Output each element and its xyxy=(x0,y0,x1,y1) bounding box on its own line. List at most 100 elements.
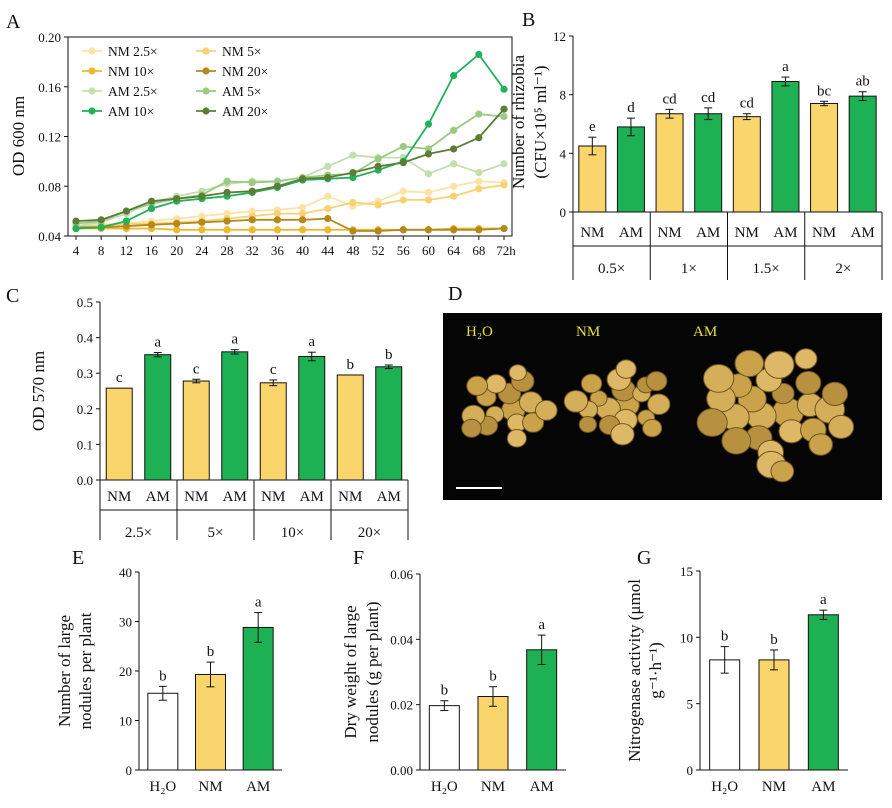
nodule-photo: H₂O NM AM xyxy=(443,313,882,500)
nodule xyxy=(647,393,671,415)
y-axis-label: OD 570 nm xyxy=(29,351,48,431)
bar-category-label: NM xyxy=(107,489,131,505)
significance-letter: c xyxy=(193,361,200,377)
x-tick-label: 28 xyxy=(221,243,234,258)
data-point xyxy=(147,197,156,205)
bar-am xyxy=(771,80,800,213)
nodule xyxy=(615,359,637,379)
legend-label: AM 5× xyxy=(222,84,262,99)
nodule xyxy=(696,408,728,437)
y-tick-label: 5 xyxy=(687,697,694,712)
y-tick-label: 0.00 xyxy=(390,763,413,778)
group-label: 5× xyxy=(208,525,224,541)
bar-category-label: H₂O xyxy=(711,779,738,795)
bar-category-label: H₂O xyxy=(149,779,176,795)
data-point xyxy=(324,173,332,182)
significance-letter: b xyxy=(770,632,778,648)
data-point xyxy=(248,207,256,215)
nodule xyxy=(703,364,735,393)
significance-letter: d xyxy=(627,100,635,116)
data-point xyxy=(450,71,458,80)
y-tick-label: 0.2 xyxy=(77,402,93,417)
x-tick-label: 16 xyxy=(145,243,159,258)
data-point xyxy=(399,196,407,204)
legend-label: AM 2.5× xyxy=(108,84,158,99)
data-point xyxy=(223,226,231,234)
data-point xyxy=(122,217,130,225)
data-point xyxy=(173,219,181,228)
nodule xyxy=(763,350,795,379)
y-axis-label: Number of rhizobia xyxy=(509,55,528,190)
group-label: 10× xyxy=(281,525,304,541)
y-tick-label: 40 xyxy=(119,565,132,580)
y-tick-label: 10 xyxy=(119,714,132,729)
data-point xyxy=(298,216,307,224)
data-point xyxy=(349,173,357,182)
bar-category-label: AM xyxy=(811,779,835,795)
data-point xyxy=(349,168,357,177)
y-tick-label: 0.3 xyxy=(77,366,93,381)
bar xyxy=(526,649,558,771)
x-tick-label: 68 xyxy=(472,243,485,258)
series-line xyxy=(75,184,505,229)
nodule xyxy=(794,348,818,370)
data-point xyxy=(298,203,307,211)
photo-label-am: AM xyxy=(693,324,717,340)
bar-category-label: AM xyxy=(773,225,797,241)
bar-nm xyxy=(336,374,364,481)
x-tick-label: 24 xyxy=(195,243,209,258)
data-point xyxy=(223,210,231,218)
significance-letter: a xyxy=(538,617,545,633)
significance-letter: b xyxy=(385,347,393,363)
nodule xyxy=(642,418,663,438)
significance-letter: a xyxy=(231,332,238,348)
bar-am xyxy=(144,354,172,481)
x-tick-label: 20 xyxy=(170,243,183,258)
data-point xyxy=(374,155,382,163)
group-label: 20× xyxy=(358,525,381,541)
data-point xyxy=(399,226,407,234)
bar-am xyxy=(298,355,326,481)
legend-marker xyxy=(88,87,96,95)
group-label: 2.5× xyxy=(125,525,152,541)
significance-letter: a xyxy=(154,335,161,351)
panel-letter-e: E xyxy=(72,547,84,569)
x-tick-label: 56 xyxy=(397,243,411,258)
data-point xyxy=(349,227,357,235)
significance-letter: b xyxy=(721,629,729,645)
significance-letter: c xyxy=(270,362,277,378)
y-tick-label: 0.06 xyxy=(390,567,413,582)
data-point xyxy=(450,192,458,200)
data-point xyxy=(324,205,332,213)
y-tick-label: 0.02 xyxy=(390,698,413,713)
nodule xyxy=(808,433,834,456)
bar-category-label: NM xyxy=(657,225,681,241)
data-point xyxy=(248,178,256,187)
legend-marker xyxy=(202,87,210,95)
nodule xyxy=(721,427,752,455)
bar xyxy=(428,705,460,771)
series-line xyxy=(75,180,505,230)
series-line xyxy=(75,113,505,225)
data-point xyxy=(475,185,483,193)
bar-am xyxy=(616,126,645,213)
data-point xyxy=(424,188,433,197)
y-tick-label: 0.04 xyxy=(390,632,413,647)
y-tick-label: 8 xyxy=(560,88,567,103)
y-tick-label: 0.1 xyxy=(77,437,93,452)
legend-label: NM 20× xyxy=(222,64,268,79)
significance-letter: a xyxy=(308,334,315,350)
y-axis-label: Nitrogenase activity (μmol xyxy=(625,579,644,762)
data-point xyxy=(475,177,483,185)
data-point xyxy=(72,217,80,225)
y-tick-label: 0 xyxy=(126,763,133,778)
bar-category-label: AM xyxy=(851,225,875,241)
data-point xyxy=(273,210,282,218)
y-tick-label: 0.12 xyxy=(38,130,61,145)
data-point xyxy=(273,216,282,224)
data-point xyxy=(450,160,458,168)
bar-am xyxy=(848,95,877,213)
panel-letter-b: B xyxy=(522,9,535,31)
nodule xyxy=(734,349,765,378)
